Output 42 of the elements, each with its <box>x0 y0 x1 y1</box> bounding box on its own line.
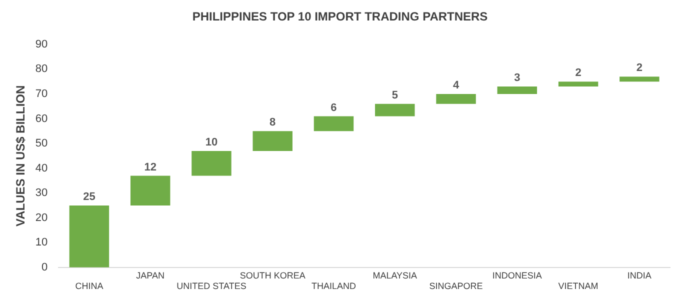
bar <box>252 131 292 151</box>
bar <box>620 76 660 82</box>
data-label: 2 <box>636 62 642 74</box>
data-label: 4 <box>452 79 460 92</box>
bar <box>130 176 170 206</box>
data-label: 8 <box>270 116 276 129</box>
data-label: 3 <box>514 72 520 84</box>
y-tick-label: 60 <box>35 112 48 125</box>
x-tick-label: INDONESIA <box>492 270 542 280</box>
bar <box>314 116 354 132</box>
data-label: 5 <box>392 89 398 102</box>
y-axis-title: VALUES IN US$ BILLION <box>14 85 28 226</box>
x-tick-label: INDIA <box>627 270 652 280</box>
y-tick-label: 80 <box>35 63 48 76</box>
bar <box>375 104 415 116</box>
x-tick-label: CHINA <box>75 281 104 292</box>
data-label: 12 <box>144 161 156 174</box>
y-tick-label: 20 <box>35 212 48 224</box>
x-tick-label: VIETNAM <box>558 281 598 292</box>
x-tick-label: JAPAN <box>136 270 165 280</box>
y-tick-label: 50 <box>35 138 48 150</box>
bar <box>192 150 232 176</box>
data-label: 2 <box>575 67 582 80</box>
y-tick-label: 40 <box>35 162 48 174</box>
bar <box>69 205 110 268</box>
x-tick-label: UNITED STATES <box>176 281 246 292</box>
data-label: 6 <box>330 102 337 114</box>
y-tick-label: 30 <box>35 187 48 200</box>
x-tick-label: SINGAPORE <box>429 281 483 292</box>
y-tick-label: 70 <box>35 88 48 100</box>
y-tick-label: 10 <box>35 236 48 249</box>
chart-title: PHILIPPINES TOP 10 IMPORT TRADING PARTNERS <box>192 10 488 24</box>
y-tick-label: 90 <box>35 38 48 50</box>
bar <box>497 86 538 94</box>
bar <box>436 94 476 104</box>
bar <box>558 82 598 87</box>
x-tick-label: SOUTH KOREA <box>240 270 306 280</box>
data-label: 25 <box>83 190 96 203</box>
x-tick-label: MALAYSIA <box>372 270 418 280</box>
data-label: 10 <box>205 136 218 148</box>
x-tick-label: THAILAND <box>311 281 356 292</box>
y-tick-label: 0 <box>42 261 48 274</box>
